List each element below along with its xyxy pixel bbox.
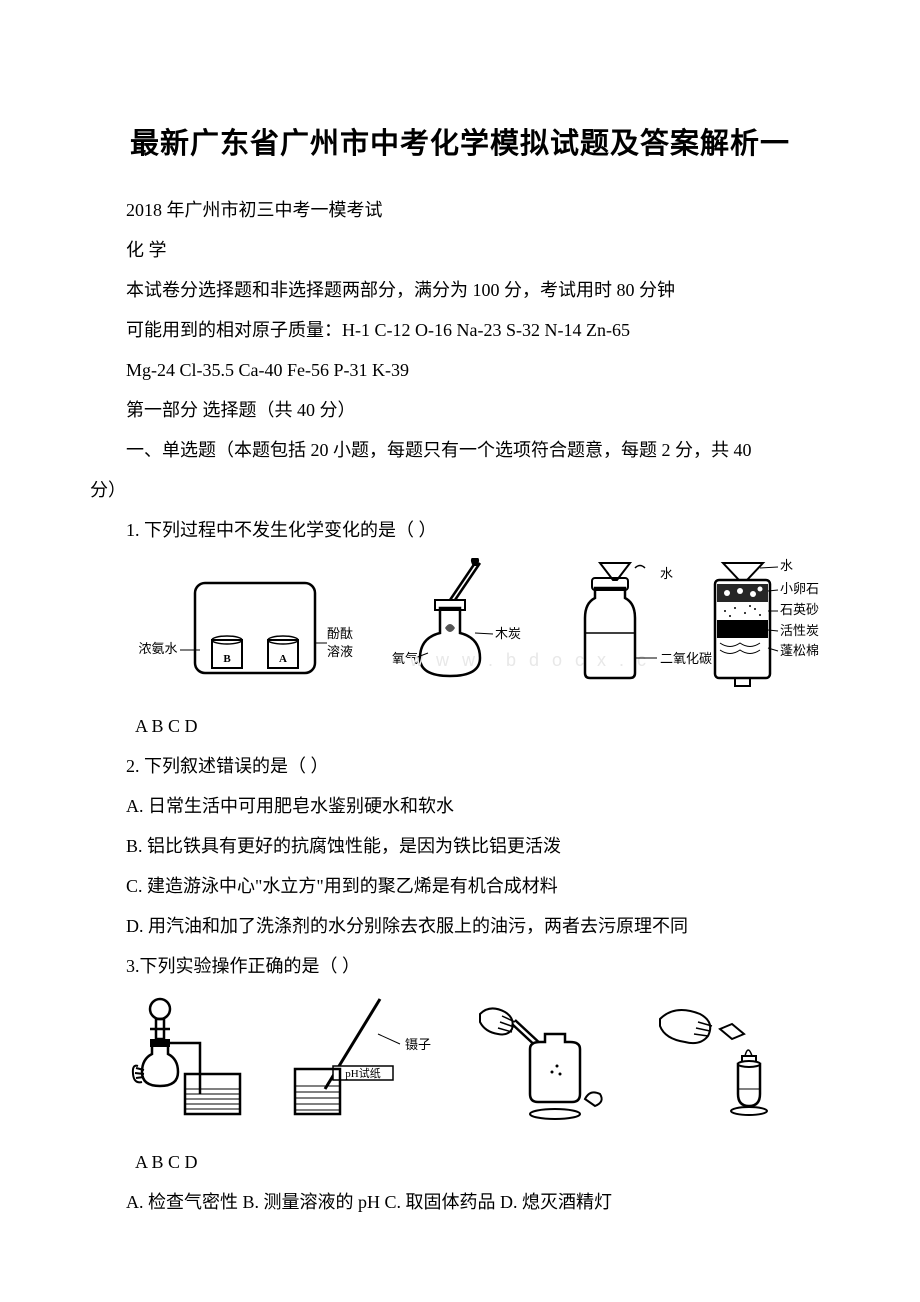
- question-1-labels: A B C D: [90, 708, 830, 744]
- part1-header: 第一部分 选择题（共 40 分）: [90, 392, 830, 428]
- label-a: A: [279, 653, 287, 665]
- label-charcoal: 木炭: [495, 626, 521, 641]
- label-ammonia: 浓氨水: [138, 641, 177, 656]
- instructions-3: Mg-24 Cl-35.5 Ca-40 Fe-56 P-31 K-39: [90, 352, 830, 388]
- diagram-a-icon: B A 浓氨水 酚酞 溶液: [138, 583, 353, 673]
- question-2-a: A. 日常生活中可用肥皂水鉴别硬水和软水: [90, 788, 830, 824]
- label-phenol: 酚酞: [327, 626, 353, 641]
- instructions-1: 本试卷分选择题和非选择题两部分，满分为 100 分，考试用时 80 分钟: [90, 272, 830, 308]
- question-3-diagrams: pH试纸 镊子: [130, 994, 830, 1134]
- label-co2: 二氧化碳: [660, 651, 712, 666]
- question-3-labels: A B C D: [90, 1144, 830, 1180]
- label-cotton: 蓬松棉: [780, 643, 819, 658]
- question-2-c: C. 建造游泳中心"水立方"用到的聚乙烯是有机合成材料: [90, 868, 830, 904]
- header-line-1: 2018 年广州市初三中考一模考试: [90, 192, 830, 228]
- label-water-d: 水: [780, 558, 793, 573]
- question-3-answers: A. 检查气密性 B. 测量溶液的 pH C. 取固体药品 D. 熄灭酒精灯: [90, 1184, 830, 1220]
- label-ph: pH试纸: [345, 1067, 380, 1080]
- instructions-2: 可能用到的相对原子质量：H-1 C-12 O-16 Na-23 S-32 N-1…: [90, 312, 830, 348]
- question-2-d: D. 用汽油和加了洗涤剂的水分别除去衣服上的油污，两者去污原理不同: [90, 908, 830, 944]
- label-pebble: 小卵石: [780, 581, 819, 596]
- label-activated: 活性炭: [780, 623, 819, 638]
- label-tweezers: 镊子: [405, 1037, 431, 1052]
- question-2-b: B. 铝比铁具有更好的抗腐蚀性能，是因为铁比铝更活泼: [90, 828, 830, 864]
- page-title: 最新广东省广州市中考化学模拟试题及答案解析一: [90, 120, 830, 162]
- label-solution: 溶液: [327, 644, 353, 659]
- section1-header-cont: 分）: [90, 472, 830, 508]
- question-3: 3.下列实验操作正确的是（ ）: [90, 948, 830, 984]
- diagram-3c-icon: [480, 1008, 602, 1119]
- diagram-3d-icon: [660, 1010, 767, 1115]
- label-quartz: 石英砂: [780, 602, 819, 617]
- question-1: 1. 下列过程中不发生化学变化的是（ ）: [90, 512, 830, 548]
- question-1-diagrams: B A 浓氨水 酚酞 溶液 氧气 木炭 w w w . b d o c x . …: [130, 558, 830, 698]
- section1-header: 一、单选题（本题包括 20 小题，每题只有一个选项符合题意，每题 2 分，共 4…: [90, 432, 830, 468]
- watermark-text: w w w . b d o c x . c: [409, 650, 650, 670]
- label-water-c: 水: [660, 566, 673, 581]
- diagram-d-icon: 水 小卵石 石英砂 活性炭 蓬松棉: [715, 558, 819, 686]
- label-b: B: [223, 653, 231, 665]
- header-line-2: 化 学: [90, 232, 830, 268]
- diagram-3a-icon: [133, 999, 240, 1114]
- diagram-3b-icon: pH试纸 镊子: [295, 999, 431, 1114]
- question-2: 2. 下列叙述错误的是（ ）: [90, 748, 830, 784]
